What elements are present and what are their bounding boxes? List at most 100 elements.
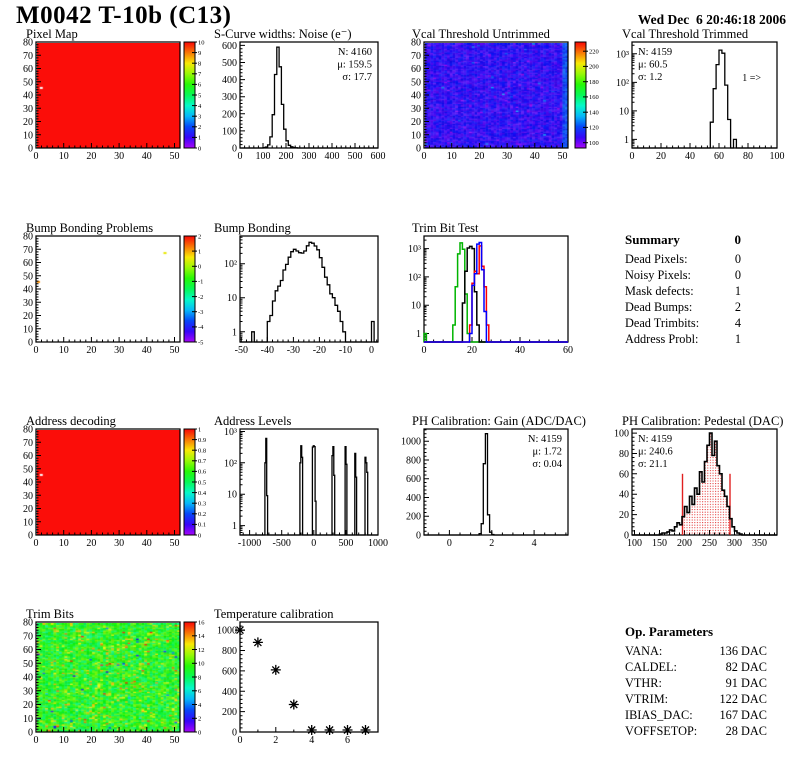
- svg-text:7: 7: [198, 71, 202, 78]
- svg-text:1000: 1000: [368, 538, 388, 549]
- svg-text:Pixel Map: Pixel Map: [26, 28, 78, 41]
- svg-text:40: 40: [23, 91, 33, 102]
- svg-text:4: 4: [532, 538, 537, 549]
- plot-scurve-noise: S-Curve widths: Noise (e⁻) 0 100 200 300 400 5…: [212, 28, 392, 170]
- op-parameter-value: 136 DAC: [719, 644, 767, 658]
- svg-text:500: 500: [348, 151, 363, 162]
- svg-text:200: 200: [222, 109, 237, 120]
- svg-text:10: 10: [198, 39, 205, 46]
- plot-ph-gain: PH Calibration: Gain (ADC/DAC) 0 2 4 0 200 400…: [398, 415, 600, 557]
- summary-row-label: Dead Pixels:: [625, 252, 688, 266]
- svg-text:0: 0: [238, 735, 243, 746]
- svg-text:500: 500: [222, 58, 237, 69]
- svg-text:70: 70: [411, 51, 421, 62]
- summary-panel: Summary 0 Dead Pixels: 0 Noisy Pixels: 0 M…: [625, 232, 741, 347]
- svg-text:Bump Bonding: Bump Bonding: [214, 222, 291, 235]
- svg-text:160: 160: [589, 94, 599, 101]
- op-parameter-label: VTHR:: [625, 676, 662, 690]
- svg-text:0.6: 0.6: [198, 469, 207, 476]
- svg-text:80: 80: [619, 449, 629, 460]
- svg-text:0: 0: [311, 538, 316, 549]
- svg-text:6: 6: [198, 688, 202, 695]
- svg-text:80: 80: [23, 425, 33, 436]
- svg-text:μ: 159.5: μ: 159.5: [337, 60, 372, 71]
- page-title: M0042 T-10b (C13): [16, 2, 232, 29]
- summary-row-label: Noisy Pixels:: [625, 268, 691, 282]
- svg-text:400: 400: [222, 75, 237, 86]
- summary-row: Dead Bumps: 2: [625, 299, 741, 315]
- svg-text:0.8: 0.8: [198, 448, 206, 455]
- svg-text:20: 20: [86, 735, 96, 746]
- svg-text:50: 50: [411, 77, 421, 88]
- svg-text:20: 20: [411, 117, 421, 128]
- svg-text:μ: 240.6: μ: 240.6: [638, 447, 673, 458]
- svg-text:10: 10: [59, 151, 69, 162]
- svg-text:40: 40: [142, 538, 152, 549]
- svg-text:30: 30: [23, 491, 33, 502]
- summary-row-value: 1: [734, 284, 741, 298]
- svg-text:40: 40: [23, 673, 33, 684]
- plot-trim-bit-test: Trim Bit Test 0 20 40 60 1 10 10² 10³: [398, 222, 600, 364]
- svg-text:40: 40: [142, 151, 152, 162]
- svg-text:6: 6: [345, 735, 350, 746]
- svg-text:10²: 10²: [616, 78, 629, 89]
- svg-text:60: 60: [563, 345, 573, 356]
- svg-text:20: 20: [86, 151, 96, 162]
- svg-text:10: 10: [227, 490, 237, 501]
- svg-text:N: 4159: N: 4159: [638, 47, 672, 58]
- svg-text:-1000: -1000: [238, 538, 261, 549]
- svg-text:Address decoding: Address decoding: [26, 415, 117, 428]
- svg-text:0: 0: [198, 264, 201, 271]
- svg-text:N: 4160: N: 4160: [338, 47, 372, 58]
- svg-text:4: 4: [198, 103, 202, 110]
- svg-text:50: 50: [170, 538, 180, 549]
- svg-text:10: 10: [411, 130, 421, 141]
- svg-text:1: 1: [232, 521, 237, 532]
- svg-text:0: 0: [34, 151, 39, 162]
- svg-text:80: 80: [23, 618, 33, 629]
- svg-text:40: 40: [142, 735, 152, 746]
- svg-text:-50: -50: [235, 345, 248, 356]
- svg-text:0: 0: [34, 735, 39, 746]
- plot-bump-problems: Bump Bonding Problems 0 10 20 30 40 50 0 10 20 30 4…: [10, 222, 212, 364]
- svg-text:600: 600: [222, 666, 237, 677]
- svg-text:300: 300: [222, 92, 237, 103]
- svg-text:0: 0: [28, 338, 33, 349]
- svg-text:30: 30: [23, 686, 33, 697]
- summary-row-value: 1: [734, 332, 741, 346]
- svg-text:0: 0: [198, 145, 201, 152]
- svg-text:300: 300: [727, 538, 742, 549]
- svg-text:10: 10: [23, 517, 33, 528]
- svg-text:10²: 10²: [224, 259, 237, 270]
- svg-text:3: 3: [198, 114, 201, 121]
- svg-text:12: 12: [198, 647, 205, 654]
- svg-text:10: 10: [23, 714, 33, 725]
- summary-row-value: 0: [734, 252, 741, 266]
- svg-text:180: 180: [589, 79, 599, 86]
- svg-text:60: 60: [23, 451, 33, 462]
- svg-text:40: 40: [142, 345, 152, 356]
- svg-text:40: 40: [619, 490, 629, 501]
- plot-ph-pedestal: PH Calibration: Pedestal (DAC) 100 150 200 2…: [608, 415, 796, 557]
- svg-text:N: 4159: N: 4159: [528, 434, 562, 445]
- svg-text:1000: 1000: [217, 626, 237, 637]
- svg-text:1: 1: [232, 327, 237, 338]
- svg-text:0: 0: [416, 144, 421, 155]
- svg-text:1 =>: 1 =>: [742, 73, 761, 84]
- plot-address-levels: Address Levels -1000 -500 0 500 1000 1 10 10² 10³: [212, 415, 392, 557]
- svg-text:0: 0: [369, 345, 374, 356]
- svg-text:50: 50: [23, 464, 33, 475]
- svg-text:50: 50: [170, 151, 180, 162]
- svg-text:70: 70: [23, 438, 33, 449]
- svg-text:600: 600: [222, 41, 237, 52]
- svg-text:Trim Bit Test: Trim Bit Test: [412, 222, 479, 235]
- bump-problems-heatmap: [36, 236, 180, 342]
- svg-text:1: 1: [416, 329, 421, 340]
- svg-text:-2: -2: [198, 294, 203, 301]
- vcal-untrimmed-heatmap: [424, 42, 568, 148]
- summary-row: Dead Pixels: 0: [625, 251, 741, 267]
- svg-text:μ: 60.5: μ: 60.5: [638, 60, 668, 71]
- svg-text:Temperature calibration: Temperature calibration: [214, 608, 334, 621]
- summary-row-value: 0: [734, 268, 741, 282]
